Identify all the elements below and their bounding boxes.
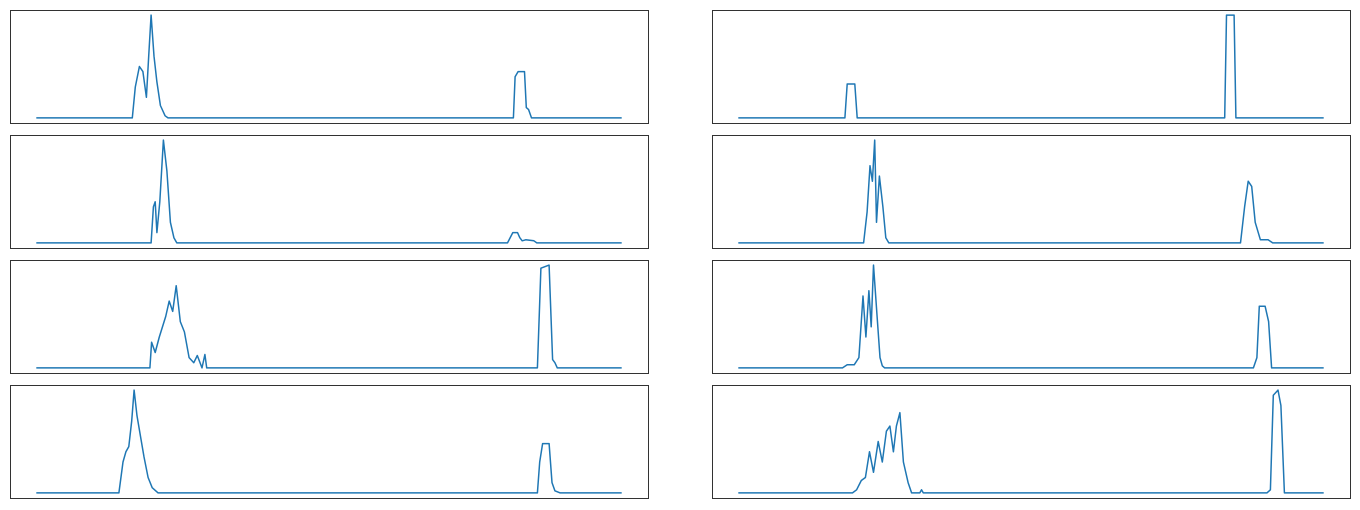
plot-frame (712, 260, 1351, 374)
data-line (36, 139, 622, 244)
data-line (738, 389, 1324, 494)
data-line (738, 264, 1324, 369)
plot-frame (10, 385, 649, 499)
plot-frame (10, 260, 649, 374)
data-line (738, 14, 1324, 119)
data-line (36, 389, 622, 494)
data-line (738, 139, 1324, 244)
plot-frame (712, 10, 1351, 124)
data-line (36, 14, 622, 119)
plot-frame (10, 10, 649, 124)
plot-frame (712, 135, 1351, 249)
plot-frame (10, 135, 649, 249)
plot-frame (712, 385, 1351, 499)
data-line (36, 264, 622, 369)
